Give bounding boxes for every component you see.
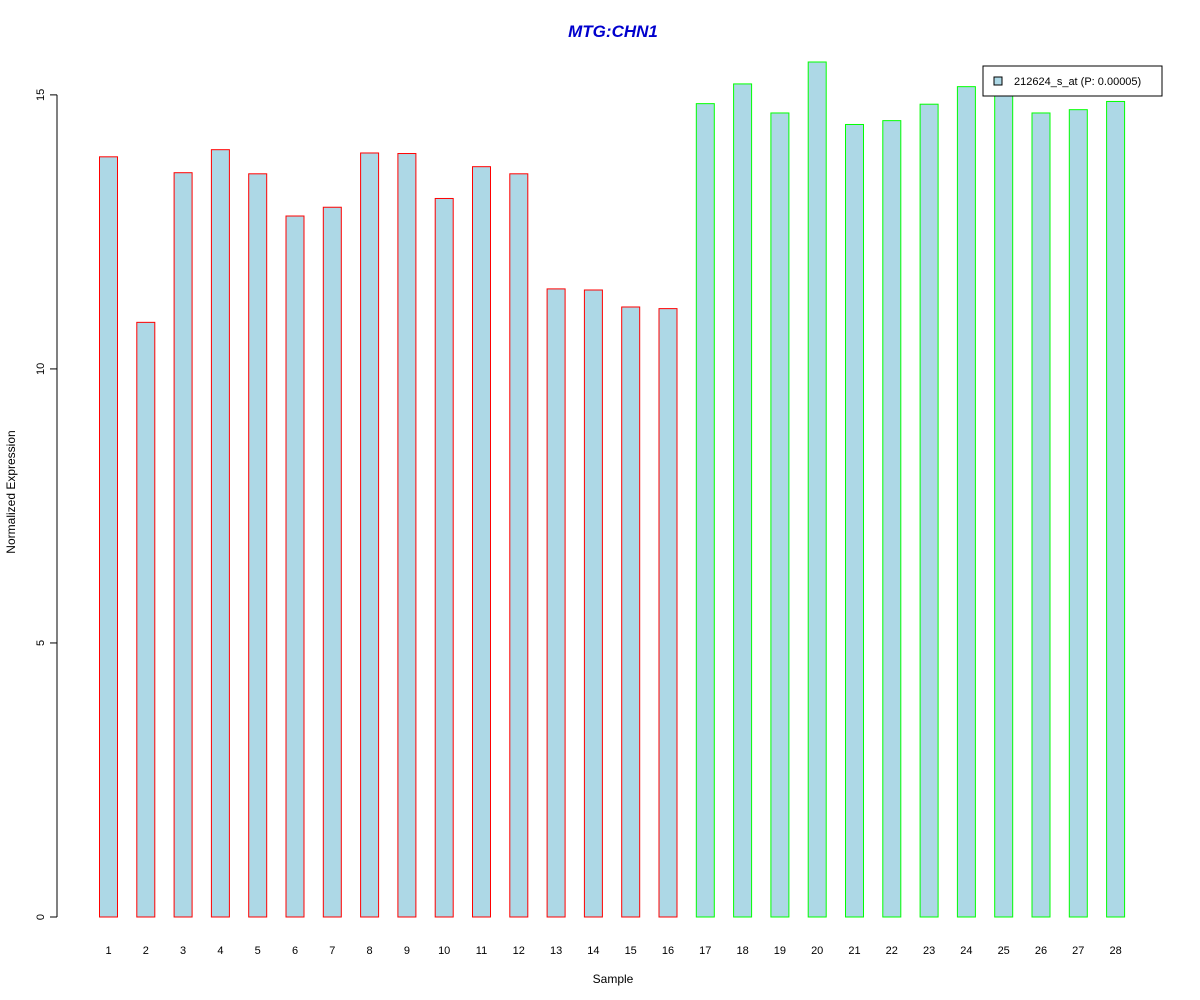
bar-sample-14: [583, 289, 603, 918]
bars: [99, 61, 1126, 918]
x-tick-label: 4: [217, 945, 223, 957]
bar-sample-12: [509, 173, 529, 918]
x-tick-label: 14: [587, 945, 599, 957]
y-tick-label: 10: [35, 363, 47, 375]
y-axis: 0 5 10 15: [35, 89, 58, 920]
x-tick-label: 23: [923, 945, 935, 957]
x-tick-label: 3: [180, 945, 186, 957]
x-axis-label: Sample: [593, 972, 634, 986]
bar-sample-18: [733, 83, 753, 918]
x-tick-label: 2: [143, 945, 149, 957]
bar-sample-8: [360, 152, 380, 918]
x-tick-label: 5: [255, 945, 261, 957]
y-axis-label: Normalized Expression: [4, 430, 18, 553]
x-tick-label: 15: [625, 945, 637, 957]
x-tick-label: 13: [550, 945, 562, 957]
x-tick-labels: 1 2 3 4 5 6 7 8 9 10 11 12 13 14 15 16 17 18 19 20 21 22 23 24 2…: [105, 945, 1121, 957]
y-tick-label: 15: [35, 89, 47, 101]
bar-sample-17: [695, 103, 715, 918]
x-tick-label: 24: [960, 945, 972, 957]
bar-sample-10: [434, 197, 454, 918]
legend: 212624_s_at (P: 0.00005): [982, 65, 1163, 97]
legend-swatch: [993, 76, 1003, 86]
x-tick-label: 19: [774, 945, 786, 957]
bar-sample-4: [210, 149, 230, 918]
bar-sample-15: [621, 306, 641, 918]
y-tick-label: 5: [35, 640, 47, 646]
x-tick-label: 11: [476, 945, 487, 957]
x-tick-label: 22: [886, 945, 898, 957]
bar-sample-16: [658, 308, 678, 918]
bar-sample-11: [472, 166, 491, 918]
x-tick-label: 18: [736, 945, 748, 957]
x-tick-label: 9: [404, 945, 410, 957]
x-tick-label: 10: [438, 945, 450, 957]
x-tick-label: 16: [662, 945, 674, 957]
x-tick-label: 7: [329, 945, 335, 957]
x-tick-label: 12: [513, 945, 525, 957]
bar-sample-1: [99, 156, 118, 918]
bar-sample-27: [1068, 109, 1088, 918]
bar-sample-28: [1106, 100, 1126, 918]
x-tick-label: 8: [367, 945, 373, 957]
y-tick-label: 0: [35, 914, 47, 920]
bar-sample-6: [285, 215, 305, 918]
x-tick-label: 20: [811, 945, 823, 957]
bar-sample-26: [1031, 112, 1051, 918]
bar-sample-24: [956, 86, 976, 918]
legend-label: 212624_s_at (P: 0.00005): [1014, 76, 1141, 88]
bar-sample-21: [845, 123, 864, 918]
bar-sample-13: [546, 288, 566, 918]
bar-sample-23: [919, 103, 939, 918]
x-tick-label: 17: [699, 945, 711, 957]
x-tick-label: 21: [848, 945, 860, 957]
bar-sample-22: [882, 120, 902, 918]
bar-sample-19: [770, 112, 790, 918]
x-tick-label: 27: [1072, 945, 1084, 957]
bar-sample-3: [173, 172, 193, 918]
x-tick-label: 28: [1109, 945, 1121, 957]
bar-sample-20: [807, 61, 827, 918]
x-tick-label: 26: [1035, 945, 1047, 957]
bar-sample-9: [397, 153, 417, 918]
x-tick-label: 1: [105, 945, 111, 957]
bar-sample-5: [248, 173, 268, 918]
x-tick-label: 6: [292, 945, 298, 957]
x-tick-label: 25: [998, 945, 1010, 957]
bar-sample-25: [994, 94, 1014, 918]
legend-box: [982, 65, 1163, 97]
chart-title: MTG:CHN1: [568, 22, 658, 41]
bar-sample-2: [136, 321, 156, 918]
bar-sample-7: [322, 206, 342, 918]
